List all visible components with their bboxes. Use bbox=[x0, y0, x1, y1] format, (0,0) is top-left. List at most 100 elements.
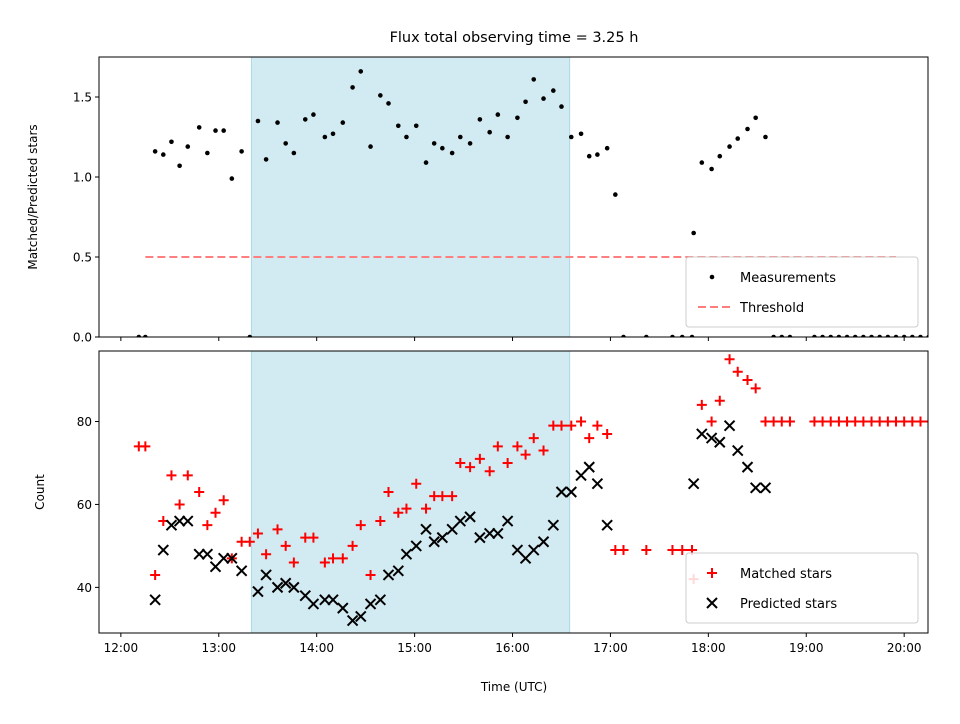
data-point bbox=[727, 144, 732, 149]
data-point bbox=[505, 134, 510, 140]
data-point bbox=[559, 104, 564, 109]
data-point bbox=[447, 491, 458, 502]
data-point bbox=[411, 478, 422, 489]
data-point bbox=[696, 428, 708, 440]
data-point bbox=[358, 69, 364, 74]
data-point bbox=[386, 101, 391, 106]
legend-frame bbox=[685, 552, 919, 624]
data-point bbox=[753, 115, 758, 121]
data-point bbox=[495, 112, 501, 117]
data-point bbox=[410, 540, 422, 552]
data-point bbox=[601, 519, 613, 531]
data-point bbox=[364, 598, 377, 610]
data-point bbox=[484, 466, 495, 477]
data-point bbox=[260, 569, 272, 581]
y-tick-label: 0.5 bbox=[73, 251, 92, 265]
y-tick-label: 80 bbox=[77, 415, 92, 429]
data-point bbox=[337, 602, 349, 614]
legend-label: Threshold bbox=[739, 301, 804, 316]
data-point bbox=[431, 141, 437, 146]
data-point bbox=[677, 545, 688, 556]
x-tick-label: 16:00 bbox=[495, 641, 530, 655]
data-point bbox=[229, 176, 235, 181]
data-point bbox=[717, 153, 723, 159]
data-point bbox=[350, 85, 355, 90]
data-point bbox=[566, 420, 577, 431]
data-point bbox=[261, 549, 272, 560]
legend-frame bbox=[685, 256, 919, 328]
data-point bbox=[383, 487, 394, 497]
x-tick-label: 13:00 bbox=[201, 641, 236, 655]
data-point bbox=[670, 334, 675, 337]
data-point bbox=[687, 477, 700, 490]
chart-title: Flux total observing time = 3.25 h bbox=[390, 30, 639, 46]
data-point bbox=[602, 428, 613, 439]
data-point bbox=[235, 565, 248, 577]
data-point bbox=[750, 383, 761, 394]
data-point bbox=[169, 139, 174, 145]
data-point bbox=[275, 120, 280, 125]
data-point bbox=[641, 545, 652, 556]
legend: Matched stars Predicted stars bbox=[685, 552, 919, 624]
series-measurements bbox=[136, 69, 928, 337]
data-point bbox=[732, 444, 744, 457]
data-point bbox=[820, 334, 825, 337]
data-point bbox=[375, 516, 386, 527]
x-tick-label: 15:00 bbox=[397, 641, 432, 655]
data-point bbox=[474, 531, 486, 544]
data-point bbox=[319, 557, 330, 568]
data-point bbox=[644, 334, 649, 337]
data-point bbox=[458, 134, 463, 140]
data-point bbox=[440, 145, 445, 151]
data-point bbox=[244, 536, 255, 547]
data-point bbox=[483, 527, 496, 540]
data-point bbox=[735, 136, 741, 141]
data-point bbox=[378, 93, 383, 98]
data-point bbox=[705, 432, 718, 444]
data-point bbox=[784, 416, 795, 427]
data-point bbox=[401, 503, 412, 514]
data-point bbox=[618, 545, 629, 556]
data-point bbox=[455, 457, 466, 468]
data-point bbox=[679, 334, 685, 337]
data-point bbox=[691, 230, 696, 236]
x-tick-label: 17:00 bbox=[593, 641, 628, 655]
data-point bbox=[337, 553, 348, 564]
data-point bbox=[547, 519, 560, 531]
data-point bbox=[420, 523, 432, 536]
x-tick-label: 14:00 bbox=[299, 641, 334, 655]
data-point bbox=[584, 433, 595, 444]
data-point bbox=[537, 536, 550, 548]
data-point bbox=[487, 129, 492, 135]
data-point bbox=[591, 477, 604, 490]
data-point bbox=[328, 553, 339, 564]
data-point bbox=[714, 436, 726, 448]
data-point bbox=[812, 334, 817, 337]
observing-interval-shade bbox=[250, 56, 571, 338]
data-point bbox=[302, 117, 308, 122]
data-point bbox=[288, 581, 300, 594]
data-point bbox=[709, 166, 714, 172]
data-point bbox=[308, 532, 319, 543]
data-point bbox=[714, 395, 725, 406]
data-point bbox=[787, 334, 793, 337]
legend-label: Matched stars bbox=[740, 567, 832, 582]
panel-counts: 12:00 13:00 14:00 15:00 16:00 17:00 18:00 19:00… bbox=[33, 350, 929, 655]
data-point bbox=[152, 149, 158, 154]
data-point bbox=[368, 144, 373, 149]
data-point bbox=[205, 150, 210, 156]
data-point bbox=[173, 515, 186, 527]
data-point bbox=[492, 441, 503, 452]
data-point bbox=[202, 520, 213, 531]
data-point bbox=[556, 420, 567, 431]
data-point bbox=[252, 585, 264, 598]
data-point bbox=[512, 441, 523, 452]
data-point bbox=[828, 334, 834, 337]
data-point bbox=[221, 128, 226, 133]
data-point bbox=[210, 507, 221, 518]
data-point bbox=[136, 334, 142, 337]
data-point bbox=[395, 123, 401, 129]
data-point bbox=[355, 610, 367, 623]
data-point bbox=[583, 461, 595, 473]
y-tick-label: 40 bbox=[77, 581, 92, 595]
